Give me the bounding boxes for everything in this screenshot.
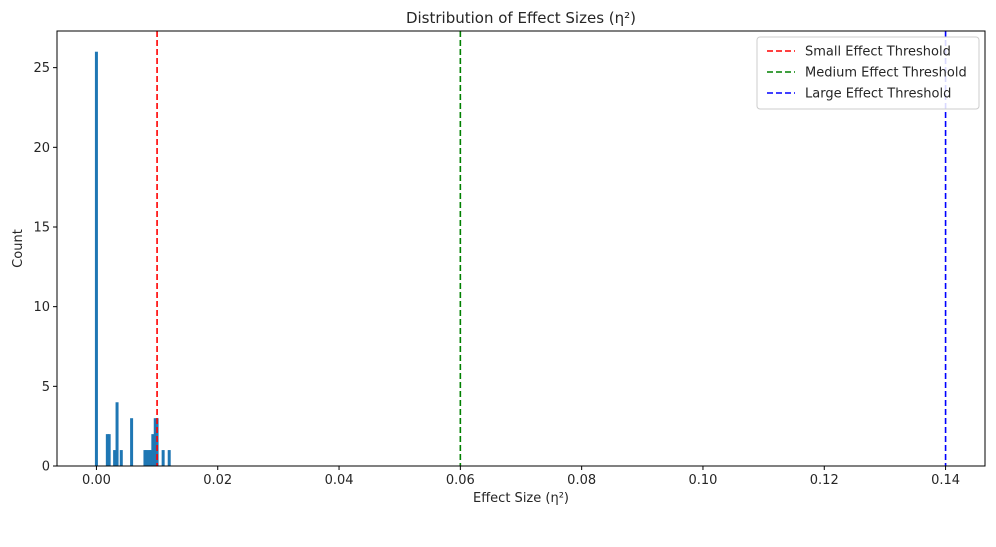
x-tick-label: 0.12 (810, 473, 839, 488)
legend-label: Medium Effect Threshold (805, 66, 967, 81)
x-tick-label: 0.00 (82, 473, 111, 488)
x-tick-label: 0.04 (325, 473, 354, 488)
y-axis-ticks: 0 5 10 15 20 25 (33, 61, 57, 475)
y-axis-label: Count (11, 229, 26, 268)
y-tick-label: 25 (33, 61, 50, 76)
histogram-bar (94, 51, 98, 467)
x-tick-label: 0.08 (567, 473, 596, 488)
bars-layer (94, 51, 171, 467)
legend-box (756, 36, 980, 110)
histogram-bar (167, 450, 171, 466)
y-tick-label: 15 (33, 220, 50, 235)
y-tick-label: 5 (42, 380, 50, 395)
x-axis-label: Effect Size (η²) (473, 491, 569, 506)
histogram-bar (153, 418, 157, 466)
x-tick-label: 0.02 (203, 473, 232, 488)
x-tick-label: 0.06 (446, 473, 475, 488)
y-tick-label: 10 (33, 300, 50, 315)
legend: Small Effect Threshold Medium Effect Thre… (756, 36, 980, 110)
histogram-bar (119, 450, 123, 466)
x-axis-ticks: 0.00 0.02 0.04 0.06 0.08 0.10 0.12 0.14 (82, 466, 960, 488)
y-tick-label: 20 (33, 141, 50, 156)
histogram-bar (113, 450, 117, 466)
histogram-bar (147, 450, 151, 466)
legend-label: Large Effect Threshold (805, 87, 951, 102)
chart-title: Distribution of Effect Sizes (η²) (406, 9, 636, 27)
histogram-bar (149, 450, 153, 466)
histogram-bar (130, 418, 134, 466)
histogram-bar (151, 434, 155, 466)
x-tick-label: 0.10 (688, 473, 717, 488)
histogram-bar (107, 434, 111, 466)
x-tick-label: 0.14 (931, 473, 960, 488)
legend-label: Small Effect Threshold (805, 45, 951, 60)
y-tick-label: 0 (42, 460, 50, 475)
plot-frame (56, 30, 986, 467)
histogram-bar (155, 418, 159, 466)
histogram-bar (161, 450, 165, 466)
histogram-bar (143, 450, 147, 466)
histogram-bar (105, 434, 109, 466)
histogram-bar (115, 402, 119, 466)
histogram-bar (145, 450, 149, 466)
